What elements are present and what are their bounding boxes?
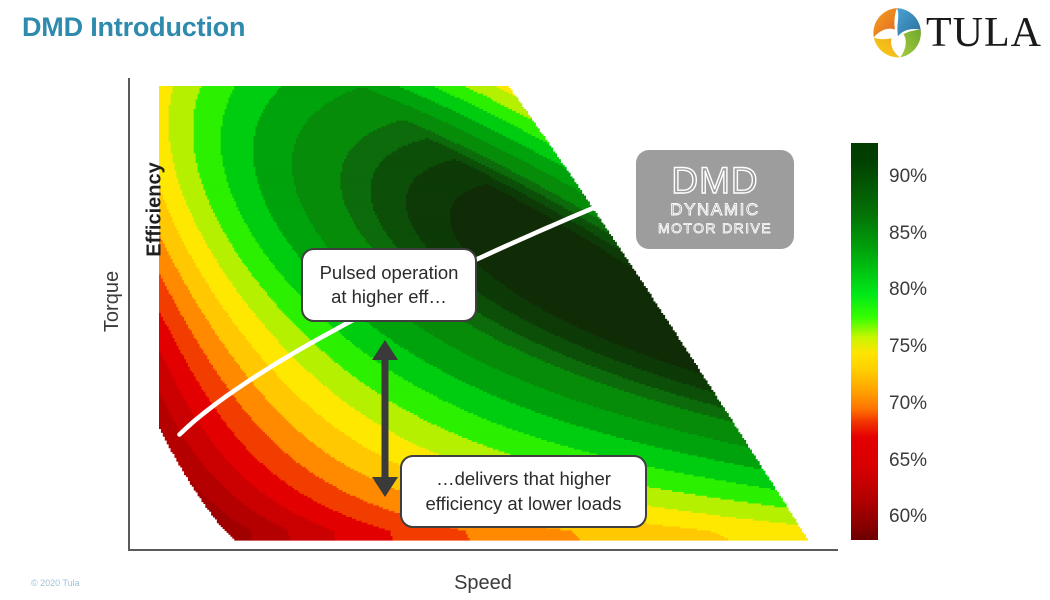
copyright-notice: © 2020 Tula xyxy=(31,578,80,588)
colorbar-tick-70: 70% xyxy=(889,392,928,414)
y-axis-label: Torque xyxy=(101,270,124,333)
x-axis-line xyxy=(128,549,838,551)
colorbar-tick-80: 80% xyxy=(889,279,928,301)
dmd-watermark-badge: DMD DYNAMIC MOTOR DRIVE xyxy=(636,150,794,249)
colorbar-tick-85: 85% xyxy=(889,222,928,244)
colorbar-tick-90: 90% xyxy=(889,166,928,188)
callout-higher-efficiency: …delivers that higher efficiency at lowe… xyxy=(400,455,647,528)
dmd-watermark-line3: MOTOR DRIVE xyxy=(658,219,772,236)
page-title: DMD Introduction xyxy=(22,12,246,42)
colorbar-gradient xyxy=(851,143,878,540)
efficiency-colorbar: 90% 85% 80% 75% 70% 65% 60% xyxy=(851,143,927,540)
x-axis-label: Speed xyxy=(454,572,512,594)
tula-logo: TULA xyxy=(870,4,1042,62)
tula-swirl-mark xyxy=(870,6,924,60)
y-axis-line xyxy=(128,78,130,551)
contour-plot-canvas xyxy=(130,78,838,549)
dmd-watermark-line1: DMD xyxy=(671,160,759,202)
colorbar-tick-65: 65% xyxy=(889,449,928,471)
colorbar-tick-75: 75% xyxy=(889,336,928,358)
dmd-watermark-line2: DYNAMIC xyxy=(670,200,760,220)
tula-wordmark: TULA xyxy=(926,10,1042,56)
colorbar-tick-60: 60% xyxy=(889,506,928,528)
operating-point-shift-arrow xyxy=(372,340,398,497)
colorbar-title: Efficiency xyxy=(143,162,166,257)
callout-pulsed-operation: Pulsed operation at higher eff… xyxy=(301,248,477,322)
efficiency-map-chart: Torque Speed xyxy=(101,78,838,594)
